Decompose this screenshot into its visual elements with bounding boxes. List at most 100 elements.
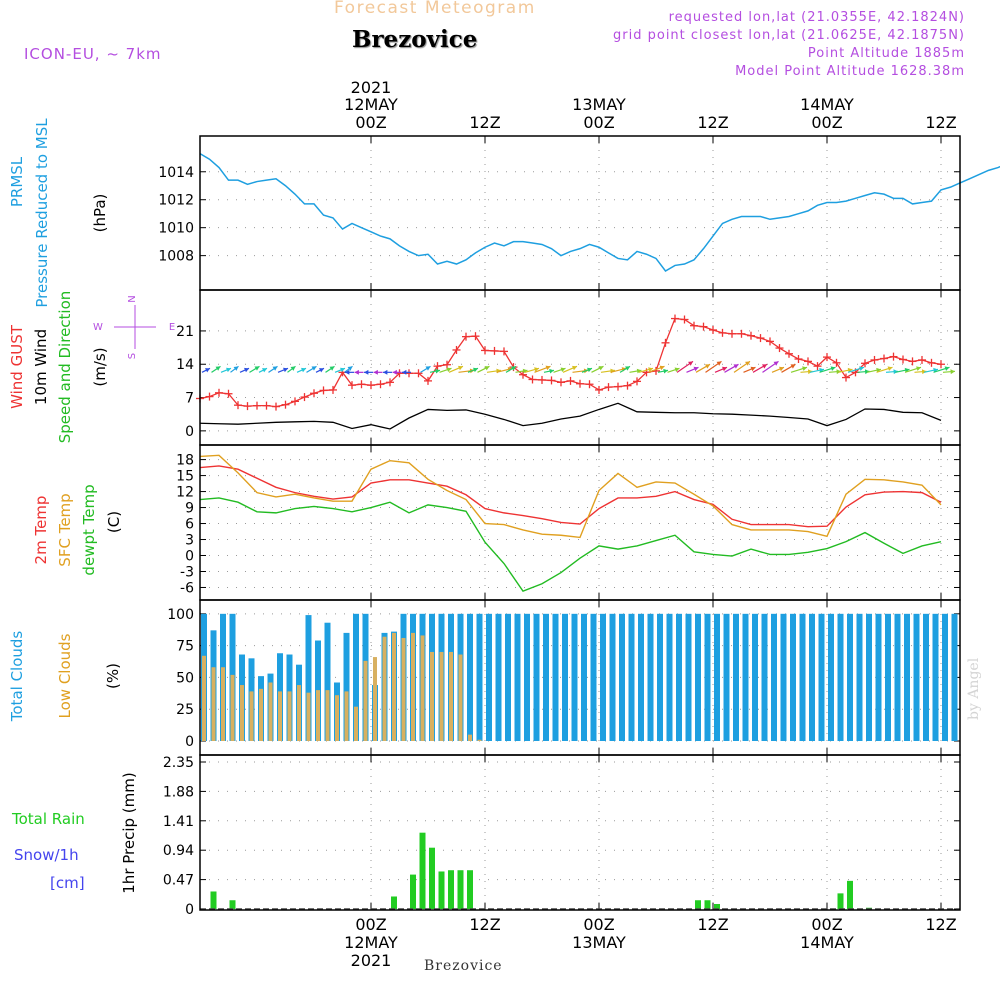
- wind-gust-point: [253, 401, 261, 410]
- wind-gust-point: [243, 402, 252, 411]
- low-cloud-bar: [468, 734, 472, 741]
- wind-gust-point: [908, 357, 917, 366]
- total-cloud-bar: [695, 613, 701, 741]
- wind-gust-point: [300, 393, 309, 402]
- bottom-date-label: 13MAY: [572, 933, 626, 952]
- ytick-label-temperature: 0: [185, 549, 194, 565]
- wind-gust-point: [690, 321, 698, 330]
- total-cloud-bar: [353, 613, 359, 741]
- point-altitude: Point Altitude 1885m: [807, 46, 965, 61]
- bottom-date-label: 12MAY: [344, 933, 398, 952]
- wind-gust-point: [766, 337, 774, 346]
- wind-direction-arrow: [562, 365, 578, 373]
- low-cloud-bar: [401, 637, 406, 741]
- rain-bar: [714, 903, 720, 909]
- wind-gust-point: [699, 322, 708, 331]
- wind-direction-arrow: [230, 365, 239, 373]
- wind-gust-point: [519, 370, 527, 379]
- wind-direction-arrow: [629, 368, 642, 374]
- panel-clouds-bg: [200, 600, 960, 755]
- requested-coords: requested lon,lat (21.0355E, 42.1824N): [668, 10, 965, 25]
- wind-10m-label: 10m Wind: [32, 329, 50, 405]
- wind-gust-point: [566, 376, 575, 385]
- rain-bar: [429, 847, 435, 909]
- wind-gust-point: [319, 386, 328, 395]
- wind-direction-arrow: [771, 366, 785, 373]
- wind-gust-point: [376, 380, 385, 389]
- top-date-label: 12MAY: [344, 95, 398, 114]
- wind-gust-point: [224, 389, 233, 398]
- bottom-time-label: 12Z: [925, 915, 956, 934]
- wind-direction-arrow: [638, 367, 654, 373]
- ytick-label-temperature: -3: [180, 564, 194, 580]
- total-cloud-bar: [562, 613, 568, 741]
- wind-direction-arrow: [201, 367, 211, 373]
- low-cloud-bar: [411, 632, 415, 741]
- wind-direction-arrow: [429, 368, 441, 374]
- low-cloud-bar: [316, 690, 320, 741]
- total-cloud-bar: [647, 613, 654, 741]
- wind-direction-arrow: [296, 367, 307, 373]
- total-cloud-bar: [771, 613, 777, 741]
- wind-gust-point: [937, 360, 945, 369]
- wind-direction-arrow: [220, 367, 232, 373]
- wind-gust-point: [557, 378, 565, 387]
- low-cloud-bar: [278, 691, 282, 741]
- pressure-label-desc: Pressure Reduced to MSL: [33, 118, 51, 308]
- wind-direction-arrow: [402, 369, 411, 375]
- precip-unit: 1hr Precip (mm): [120, 772, 138, 893]
- low-cloud-bar: [382, 636, 387, 741]
- total-cloud-bar: [828, 613, 834, 741]
- total-cloud-bar: [704, 613, 711, 741]
- total-clouds-label: Total Clouds: [8, 631, 26, 723]
- total-cloud-bar: [676, 613, 682, 741]
- bottom-time-label: 12Z: [469, 915, 500, 934]
- low-cloud-bar: [344, 691, 349, 741]
- wind-gust-point: [262, 401, 271, 410]
- total-cloud-bar: [600, 613, 606, 741]
- wind-gust-point: [367, 381, 375, 390]
- total-cloud-bar: [343, 632, 350, 741]
- total-cloud-bar: [942, 613, 948, 741]
- rain-bar: [229, 900, 236, 909]
- wind-gust-point: [889, 352, 898, 361]
- total-cloud-bar: [467, 613, 473, 741]
- ytick-label-wind: 14: [176, 357, 194, 373]
- ytick-label-precip: 0.47: [163, 873, 194, 889]
- wind-gust-point: [386, 378, 394, 387]
- wind-gust-label: Wind GUST: [8, 324, 26, 409]
- wind-gust-point: [804, 357, 812, 366]
- total-cloud-bar: [923, 613, 929, 741]
- rain-bar: [457, 870, 464, 909]
- total-cloud-bar: [476, 613, 483, 741]
- top-time-label: 00Z: [583, 113, 614, 132]
- bottom-time-label: 00Z: [355, 915, 386, 934]
- top-time-label: 12Z: [925, 113, 956, 132]
- wind-gust-point: [661, 338, 670, 347]
- snow-label: Snow/1h: [14, 846, 79, 864]
- wind-gust-point: [357, 380, 366, 389]
- wind-direction-arrow: [354, 369, 364, 375]
- wind-direction-arrow: [315, 367, 325, 373]
- low-cloud-bar: [249, 691, 254, 741]
- dewpoint-line: [199, 497, 942, 593]
- credit-watermark: by Angel: [966, 657, 982, 720]
- rain-bar: [391, 896, 397, 909]
- low-cloud-bar: [306, 692, 311, 741]
- wind-gust-point: [595, 385, 603, 394]
- snow-unit-label: [cm]: [50, 874, 85, 892]
- ytick-label-pressure: 1010: [158, 221, 194, 237]
- panel-temperature-bg: [200, 445, 960, 600]
- wind-gust-point: [870, 355, 879, 364]
- total-cloud-bar: [638, 613, 644, 741]
- rain-bar: [837, 893, 844, 909]
- compass-east: E: [169, 322, 175, 333]
- wind-direction-arrow: [705, 360, 722, 373]
- wind-direction-arrow: [686, 366, 699, 373]
- total-cloud-bar: [733, 613, 739, 741]
- wind-gust-point: [215, 388, 223, 397]
- wind-gust-point: [794, 355, 803, 364]
- wind-gust-point: [424, 376, 432, 385]
- wind-direction-arrow: [752, 363, 768, 373]
